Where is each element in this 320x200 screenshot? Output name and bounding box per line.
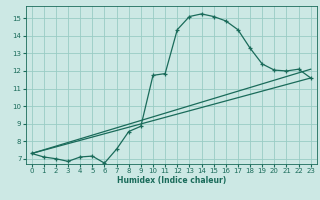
X-axis label: Humidex (Indice chaleur): Humidex (Indice chaleur) xyxy=(116,176,226,185)
